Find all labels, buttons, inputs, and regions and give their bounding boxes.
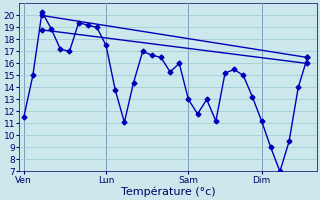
X-axis label: Température (°c): Température (°c)	[121, 186, 215, 197]
